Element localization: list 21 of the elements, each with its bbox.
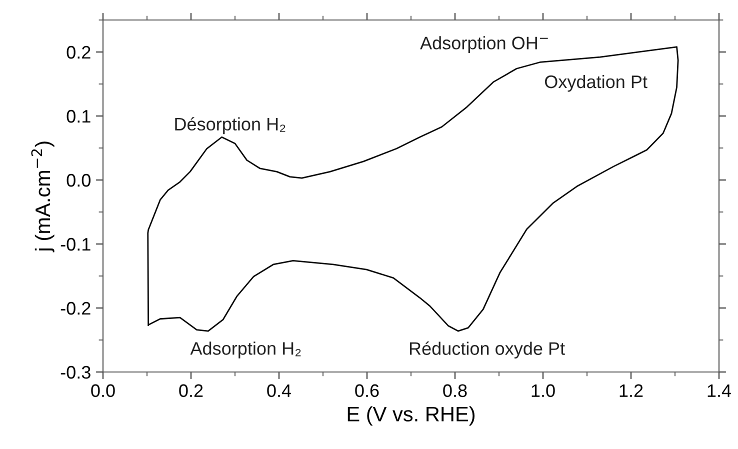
x-tick-label: 1.4	[708, 384, 732, 397]
x-tick-label: 0.0	[91, 384, 115, 398]
x-tick-label: 0.8	[443, 384, 467, 398]
y-tick-label: 0.0	[66, 174, 90, 187]
y-tick-label: -0.3	[60, 366, 90, 379]
annotation: Oxydation Pt	[544, 74, 648, 92]
x-tick-label: 0.4	[267, 384, 292, 398]
x-tick-label: 1.2	[620, 384, 643, 397]
annotation: Désorption H₂	[175, 117, 286, 134]
y-tick-label: -0.2	[60, 302, 90, 315]
y-tick-label: -0.1	[60, 238, 90, 251]
x-axis-title: E (V vs. RHE)	[348, 406, 475, 426]
x-tick-label: 0.2	[179, 384, 203, 398]
y-axis-title: j (mA.cm$^{−2}$)	[31, 142, 54, 252]
y-tick-label: 0.1	[66, 110, 90, 123]
x-tick-label: 0.6	[355, 384, 379, 398]
annotation: Réduction oxyde Pt	[410, 341, 565, 359]
annotation: Adsorption OH$^{−}$	[420, 36, 548, 53]
y-tick-label: 0.2	[66, 46, 90, 59]
annotation: Adsorption H₂	[190, 342, 301, 358]
x-tick-label: 1.0	[532, 384, 555, 398]
